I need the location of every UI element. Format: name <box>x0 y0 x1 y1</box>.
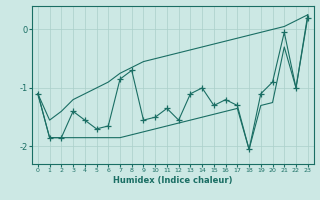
X-axis label: Humidex (Indice chaleur): Humidex (Indice chaleur) <box>113 176 233 185</box>
